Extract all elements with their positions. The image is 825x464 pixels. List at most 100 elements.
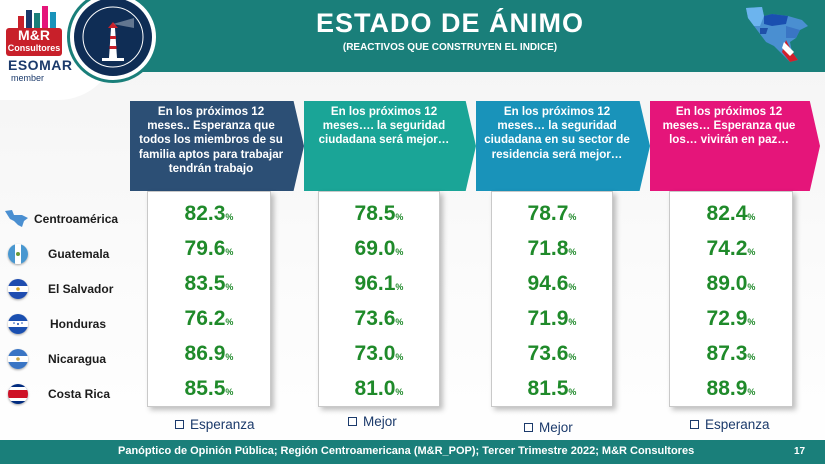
legend-family-work: Esperanza [175,417,255,432]
value-cell: 88.9% [670,377,792,404]
value-number: 76.2 [184,307,226,330]
percent-sign: % [747,317,756,327]
value-number: 78.5 [354,202,396,225]
value-cell: 81.5% [492,377,612,404]
value-number: 85.5 [184,377,226,400]
value-number: 88.9 [706,377,748,400]
row-label-centroamerica: Centroamérica [0,206,120,236]
guatemala-flag-icon [8,244,28,264]
value-cell: 89.0% [670,272,792,299]
country-name: Costa Rica [48,387,111,401]
value-number: 89.0 [706,272,748,295]
percent-sign: % [395,352,404,362]
value-cell: 79.6% [148,237,270,264]
values-column-family-work: 82.3% 79.6% 83.5% 76.2% 86.9% 85.5% [147,191,271,407]
value-cell: 69.0% [319,237,439,264]
country-name: Nicaragua [48,352,107,366]
country-name: Honduras [50,317,107,331]
country-name: Centroamérica [34,212,119,226]
value-number: 82.3 [184,202,226,225]
percent-sign: % [395,317,404,327]
value-number: 71.9 [527,307,569,330]
value-cell: 71.8% [492,237,612,264]
central-america-map-icon [746,7,808,62]
value-cell: 72.9% [670,307,792,334]
value-cell: 73.6% [492,342,612,369]
checkbox-icon [690,420,699,429]
percent-sign: % [747,212,756,222]
value-cell: 76.2% [148,307,270,334]
value-cell: 87.3% [670,342,792,369]
nicaragua-flag-icon [8,349,28,369]
percent-sign: % [568,282,577,292]
row-label-el-salvador: El Salvador [0,276,120,306]
country-name: Guatemala [48,247,110,261]
values-column-peace: 82.4% 74.2% 89.0% 72.9% 87.3% 88.9% [669,191,793,407]
value-number: 96.1 [354,272,396,295]
question-header-neighborhood-security: En los próximos 12 meses… la seguridad c… [476,101,650,191]
values-column-neighborhood-security: 78.7% 71.8% 94.6% 71.9% 73.6% 81.5% [491,191,613,407]
costa-rica-flag-icon [8,384,28,404]
question-header-peace: En los próximos 12 meses… Esperanza que … [650,101,820,191]
value-cell: 86.9% [148,342,270,369]
value-number: 81.0 [354,377,396,400]
company-logo: M&R Consultores [6,28,62,56]
percent-sign: % [225,212,234,222]
percent-sign: % [747,352,756,362]
value-cell: 83.5% [148,272,270,299]
percent-sign: % [568,247,577,257]
row-label-honduras: Honduras [0,311,120,341]
checkbox-icon [175,420,184,429]
value-number: 74.2 [706,237,748,260]
percent-sign: % [568,212,577,222]
percent-sign: % [395,212,404,222]
value-number: 86.9 [184,342,226,365]
percent-sign: % [395,247,404,257]
value-number: 83.5 [184,272,226,295]
value-number: 69.0 [354,237,396,260]
percent-sign: % [225,247,234,257]
value-number: 94.6 [527,272,569,295]
central-america-map-icon [5,210,28,227]
percent-sign: % [747,282,756,292]
question-header-family-work: En los próximos 12 meses.. Esperanza que… [130,101,304,191]
value-cell: 78.5% [319,202,439,229]
bar-chart-logo-icon [18,6,56,28]
page-subtitle: (REACTIVOS QUE CONSTRUYEN EL INDICE) [342,42,558,53]
value-number: 71.8 [527,237,569,260]
value-cell: 73.6% [319,307,439,334]
percent-sign: % [395,387,404,397]
value-cell: 82.3% [148,202,270,229]
legend-neighborhood-security: Mejor [524,420,573,435]
value-cell: 85.5% [148,377,270,404]
row-label-nicaragua: Nicaragua [0,346,120,376]
value-number: 73.6 [527,342,569,365]
value-number: 87.3 [706,342,748,365]
percent-sign: % [225,387,234,397]
value-cell: 81.0% [319,377,439,404]
country-name: El Salvador [48,282,114,296]
value-cell: 74.2% [670,237,792,264]
legend-security: Mejor [348,414,397,429]
percent-sign: % [225,352,234,362]
percent-sign: % [395,282,404,292]
value-cell: 71.9% [492,307,612,334]
value-cell: 96.1% [319,272,439,299]
legend-peace: Esperanza [690,417,770,432]
footer-bar: Panóptico de Opinión Pública; Región Cen… [0,440,825,464]
esomar-logo: ESOMAR [8,57,73,73]
row-label-costa-rica: Costa Rica [0,381,120,411]
value-number: 82.4 [706,202,748,225]
checkbox-icon [524,423,533,432]
checkbox-icon [348,417,357,426]
honduras-flag-icon [8,314,28,334]
percent-sign: % [747,387,756,397]
value-number: 78.7 [527,202,569,225]
value-cell: 82.4% [670,202,792,229]
lighthouse-badge-icon [70,0,156,80]
percent-sign: % [747,247,756,257]
esomar-member-label: member [11,73,45,83]
value-cell: 73.0% [319,342,439,369]
row-label-guatemala: Guatemala [0,241,120,271]
percent-sign: % [225,317,234,327]
